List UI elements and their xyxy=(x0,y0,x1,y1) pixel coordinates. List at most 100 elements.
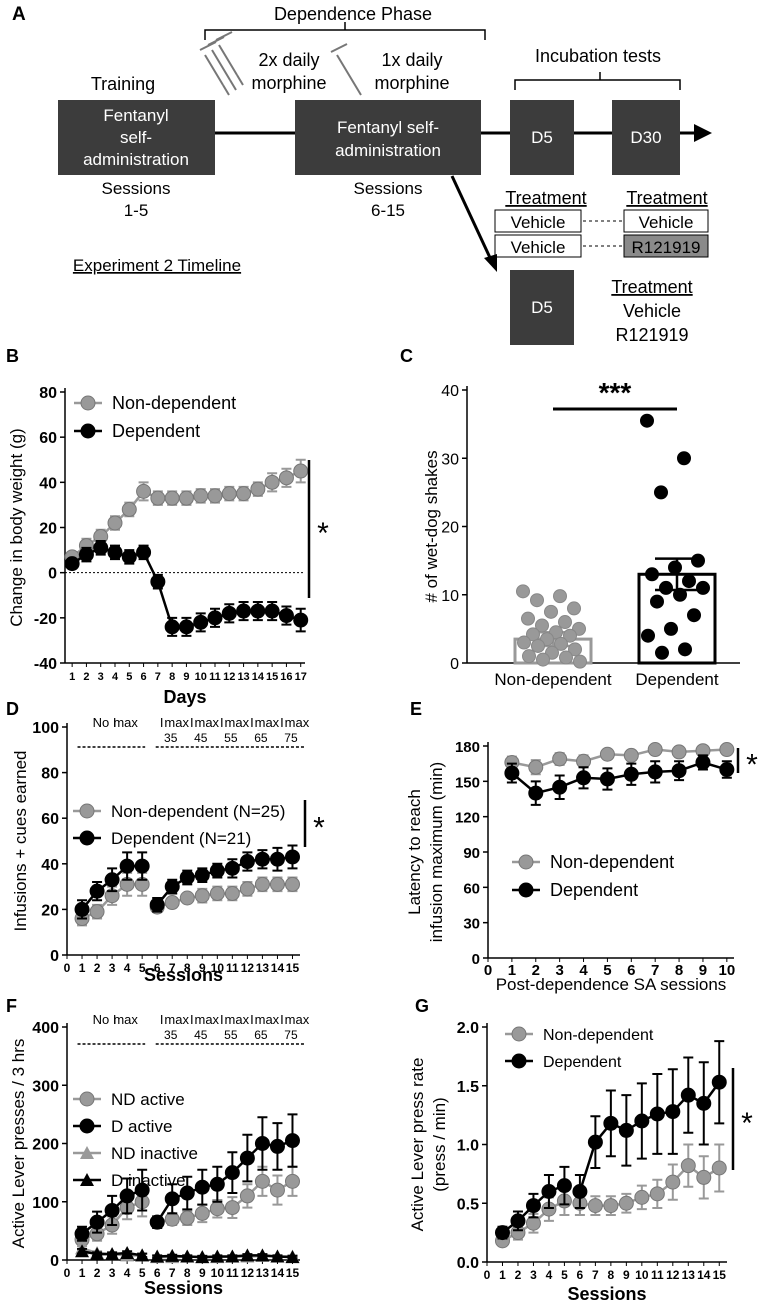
x-tick-label: 4 xyxy=(124,961,131,975)
data-point xyxy=(194,1179,210,1195)
data-point xyxy=(645,567,659,582)
vehicle-label-2: Vehicle xyxy=(511,238,566,257)
x-tick-label: 9 xyxy=(623,1268,630,1282)
series-dependent xyxy=(494,1040,727,1241)
data-point xyxy=(284,1133,300,1149)
data-point xyxy=(680,1158,696,1174)
x-tick-label: 1 xyxy=(79,1266,86,1280)
legend-marker xyxy=(80,395,96,411)
imax-cap-label: 55 xyxy=(224,1028,238,1042)
data-point xyxy=(623,747,639,763)
series-line xyxy=(579,1163,720,1207)
imax-cap-label: 35 xyxy=(164,731,178,745)
data-point xyxy=(599,771,615,787)
x-axis-title: Sessions xyxy=(567,1284,646,1304)
x-tick-label: 0 xyxy=(484,1268,491,1282)
data-point xyxy=(671,744,687,760)
x-tick-label: 15 xyxy=(286,961,300,975)
series-d-active xyxy=(74,1113,300,1242)
y-tick-label: 150 xyxy=(455,774,480,791)
x-tick-label: 2 xyxy=(515,1268,522,1282)
panel-label-a: A xyxy=(12,4,26,25)
data-point xyxy=(119,1188,135,1204)
series-line xyxy=(578,1081,721,1192)
data-point xyxy=(264,603,280,619)
y-axis-title: Infusions + cues earned xyxy=(11,751,30,932)
data-point xyxy=(121,501,137,517)
data-point xyxy=(179,1185,195,1201)
morphine-2x-line2: morphine xyxy=(251,73,326,93)
treatment-label-branch: Treatment xyxy=(611,277,692,297)
y-tick-label: 0.0 xyxy=(457,1255,479,1272)
data-point xyxy=(150,490,166,506)
y-tick-label: 400 xyxy=(32,1020,59,1037)
vehicle-box-1 xyxy=(494,209,582,233)
x-axis-title: Post-dependence SA sessions xyxy=(496,975,727,994)
imax-i-label: I xyxy=(250,1012,254,1027)
data-point xyxy=(194,888,210,904)
y-axis-title-line2: infusion maximum (min) xyxy=(427,762,446,942)
imax-sub-label: max xyxy=(194,1012,219,1027)
imax-sub-label: max xyxy=(225,1012,250,1027)
data-point xyxy=(239,881,255,897)
x-tick-label: 11 xyxy=(226,961,239,975)
x-tick-label: 1 xyxy=(69,671,75,683)
data-point xyxy=(221,486,237,502)
y-tick-label: 180 xyxy=(455,739,480,756)
data-point xyxy=(178,619,194,635)
legend-label: Non-dependent xyxy=(550,852,674,872)
training-label: Training xyxy=(91,74,155,94)
data-point xyxy=(135,1248,150,1262)
x-tick-label: 3 xyxy=(109,1266,116,1280)
x-tick-label: 1 xyxy=(508,962,516,979)
data-point xyxy=(554,636,568,651)
legend-marker xyxy=(80,423,96,439)
data-point xyxy=(544,604,558,619)
data-point xyxy=(150,1249,165,1263)
data-point xyxy=(164,879,180,895)
x-tick-label: 8 xyxy=(675,962,683,979)
x-tick-label: 7 xyxy=(592,1268,599,1282)
data-point xyxy=(664,621,678,636)
data-point xyxy=(568,642,582,657)
x-tick-label: 5 xyxy=(139,1266,146,1280)
series-line xyxy=(156,883,293,909)
data-point xyxy=(711,1160,727,1176)
imax-i-label: I xyxy=(220,715,224,730)
data-point xyxy=(209,863,225,879)
series-non-dependent xyxy=(64,458,309,565)
x-tick-label: 9 xyxy=(699,962,707,979)
legend-marker xyxy=(518,882,534,898)
y-tick-label: 80 xyxy=(41,766,59,783)
data-point xyxy=(552,751,568,767)
y-tick-label: 60 xyxy=(463,880,480,897)
data-point xyxy=(164,895,180,911)
y-tick-label: 300 xyxy=(32,1078,59,1095)
imax-sub-label: max xyxy=(255,1012,280,1027)
r121919-box xyxy=(623,234,709,258)
data-point xyxy=(64,556,80,572)
morphine-2x-line1: 2x daily xyxy=(258,50,319,70)
data-point xyxy=(541,1184,557,1199)
vehicle-label-branch: Vehicle xyxy=(623,301,681,321)
x-tick-label: 5 xyxy=(126,671,132,683)
data-point xyxy=(134,1182,150,1198)
x-tick-label: 17 xyxy=(295,671,307,683)
panel-label-e: E xyxy=(410,699,422,719)
x-tick-label: 15 xyxy=(713,1268,727,1282)
data-point xyxy=(236,603,252,619)
x-tick-label: 1 xyxy=(499,1268,506,1282)
y-tick-label: 20 xyxy=(41,902,59,919)
x-tick-label: 3 xyxy=(98,671,104,683)
x-tick-label: 6 xyxy=(154,1266,161,1280)
y-tick-label: 0 xyxy=(48,566,57,583)
x-tick-label: 3 xyxy=(530,1268,537,1282)
data-point xyxy=(278,608,294,624)
data-point xyxy=(647,764,663,780)
panel-label-f: F xyxy=(6,996,17,1016)
y-tick-label: 100 xyxy=(32,720,59,737)
data-point xyxy=(74,1226,90,1242)
data-point xyxy=(695,754,711,770)
x-tick-label: 0 xyxy=(64,961,71,975)
data-point xyxy=(104,1202,120,1218)
